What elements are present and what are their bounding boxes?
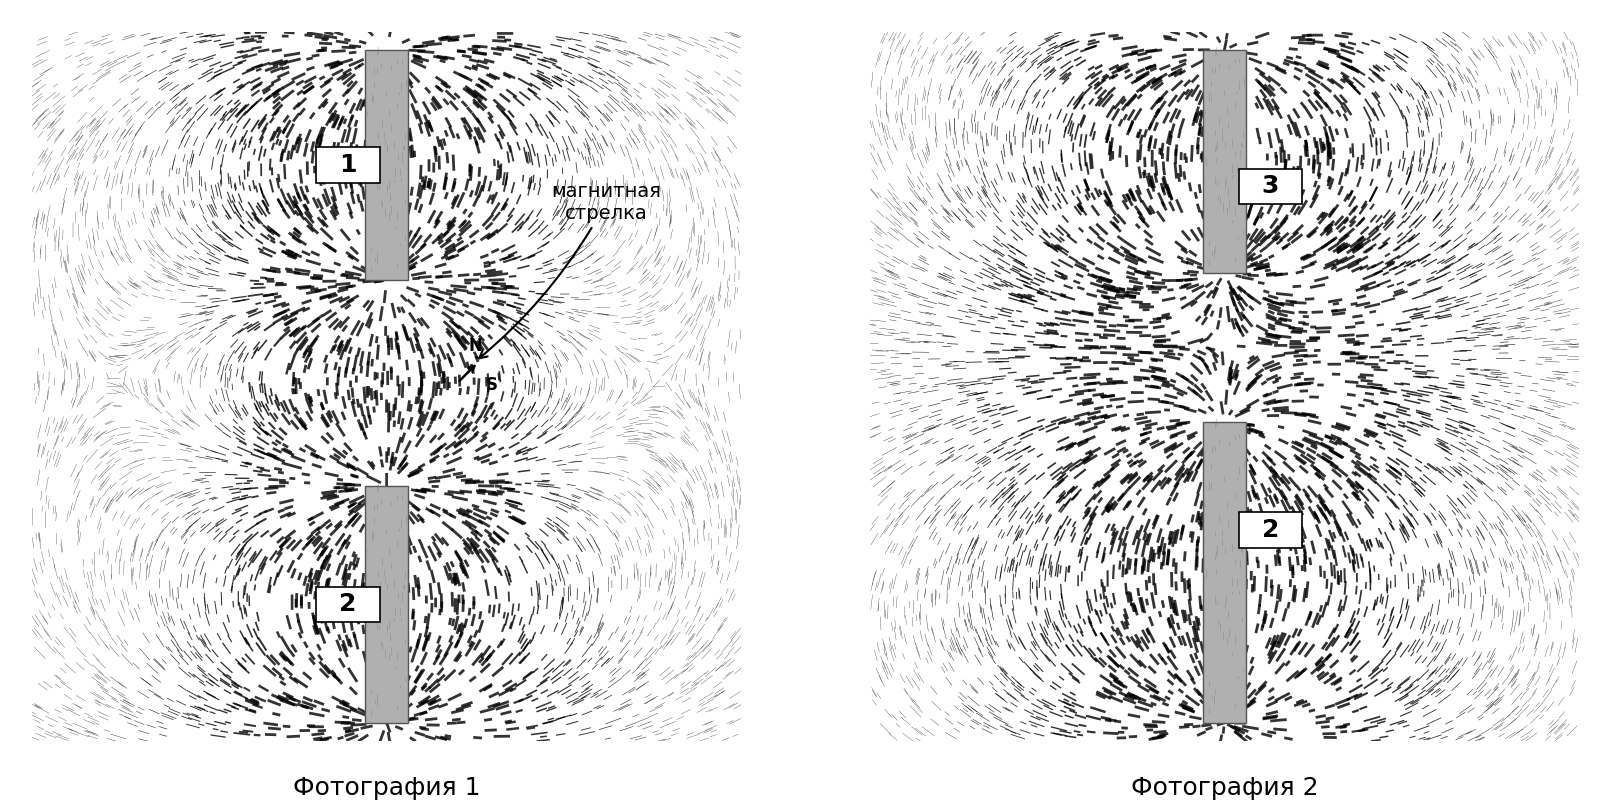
Text: 2: 2 — [338, 592, 356, 617]
Text: Фотография 1: Фотография 1 — [293, 776, 480, 800]
Text: 2: 2 — [1261, 518, 1279, 542]
Bar — [1239, 512, 1302, 547]
Bar — [316, 147, 380, 183]
Bar — [1203, 50, 1245, 273]
Bar — [366, 50, 408, 280]
Text: 3: 3 — [1261, 174, 1279, 198]
Text: магнитная
стрелка: магнитная стрелка — [478, 182, 661, 358]
Bar — [1203, 422, 1245, 723]
Text: N: N — [469, 337, 482, 355]
Bar — [1239, 168, 1302, 204]
Text: Фотография 2: Фотография 2 — [1131, 776, 1318, 800]
Text: 1: 1 — [338, 153, 356, 177]
Text: S: S — [487, 376, 498, 394]
Bar — [316, 587, 380, 622]
Bar — [366, 485, 408, 723]
